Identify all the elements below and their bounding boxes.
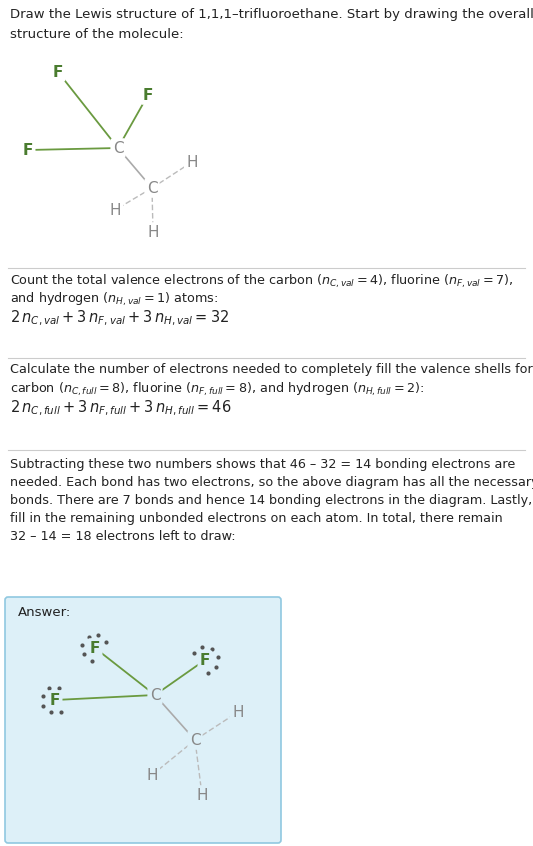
Text: H: H [147,224,159,239]
Text: H: H [146,767,158,783]
Text: C: C [150,688,160,702]
Text: $2\,n_{C,val} + 3\,n_{F,val} + 3\,n_{H,val} = 32$: $2\,n_{C,val} + 3\,n_{F,val} + 3\,n_{H,v… [10,309,229,328]
Text: F: F [23,142,33,157]
Text: F: F [50,693,60,707]
Text: needed. Each bond has two electrons, so the above diagram has all the necessary: needed. Each bond has two electrons, so … [10,476,533,489]
FancyBboxPatch shape [5,597,281,843]
Text: H: H [109,202,121,217]
Text: F: F [90,640,100,656]
Text: C: C [147,180,157,195]
Text: Answer:: Answer: [18,606,71,619]
Text: C: C [190,733,200,748]
Text: F: F [143,87,153,102]
Text: C: C [112,140,123,156]
Text: $2\,n_{C,full} + 3\,n_{F,full} + 3\,n_{H,full} = 46$: $2\,n_{C,full} + 3\,n_{F,full} + 3\,n_{H… [10,399,231,418]
Text: fill in the remaining unbonded electrons on each atom. In total, there remain: fill in the remaining unbonded electrons… [10,512,503,525]
Text: 32 – 14 = 18 electrons left to draw:: 32 – 14 = 18 electrons left to draw: [10,530,236,543]
Text: H: H [196,788,208,803]
Text: Count the total valence electrons of the carbon ($n_{C,val} = 4$), fluorine ($n_: Count the total valence electrons of the… [10,273,513,290]
Text: and hydrogen ($n_{H,val} = 1$) atoms:: and hydrogen ($n_{H,val} = 1$) atoms: [10,291,218,308]
Text: structure of the molecule:: structure of the molecule: [10,28,184,41]
Text: H: H [186,155,198,169]
Text: carbon ($n_{C,full} = 8$), fluorine ($n_{F,full} = 8$), and hydrogen ($n_{H,full: carbon ($n_{C,full} = 8$), fluorine ($n_… [10,381,424,398]
Text: H: H [232,705,244,719]
Text: Draw the Lewis structure of 1,1,1–trifluoroethane. Start by drawing the overall: Draw the Lewis structure of 1,1,1–triflu… [10,8,533,21]
Text: Calculate the number of electrons needed to completely fill the valence shells f: Calculate the number of electrons needed… [10,363,533,376]
Text: F: F [200,652,210,667]
Text: bonds. There are 7 bonds and hence 14 bonding electrons in the diagram. Lastly,: bonds. There are 7 bonds and hence 14 bo… [10,494,532,507]
Text: F: F [53,64,63,80]
Text: Subtracting these two numbers shows that 46 – 32 = 14 bonding electrons are: Subtracting these two numbers shows that… [10,458,515,471]
